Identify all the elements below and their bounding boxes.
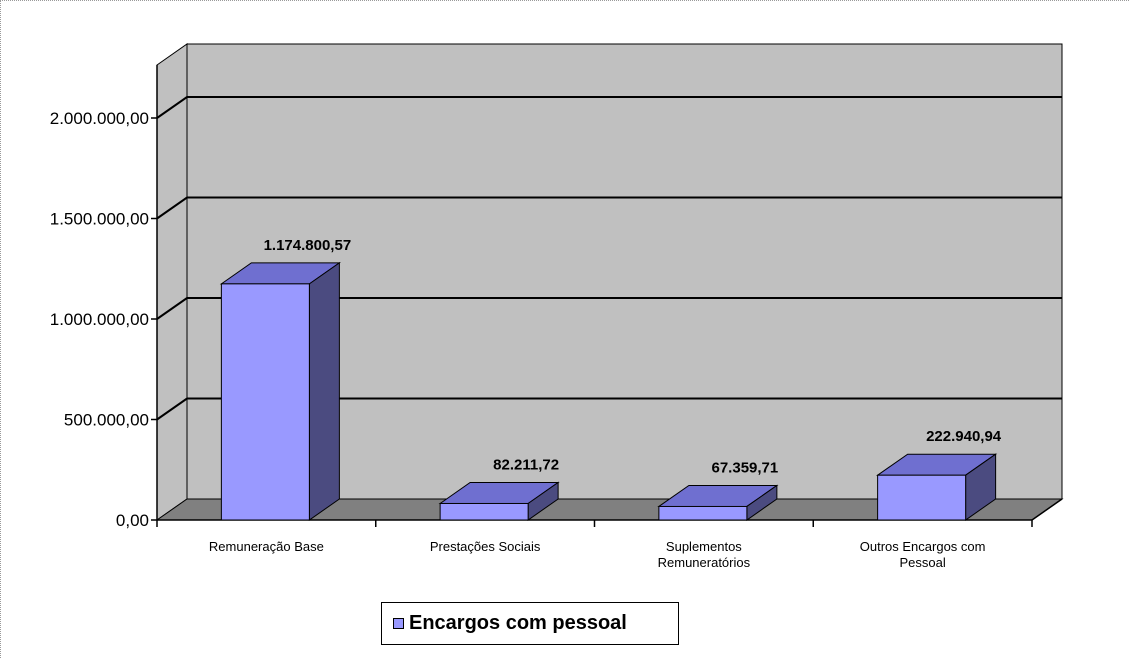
y-tick-label: 1.000.000,00: [50, 310, 149, 329]
bar: [876, 453, 998, 521]
bar-side: [308, 261, 340, 521]
legend-label: Encargos com pessoal: [409, 612, 627, 634]
category-label: Pessoal: [900, 555, 946, 570]
legend-swatch: [393, 618, 404, 629]
category-label: Outros Encargos com: [860, 539, 986, 554]
bar-front: [877, 474, 967, 521]
data-labels: 1.174.800,57 82.211,72 67.359,71 222.940,94: [264, 237, 1002, 477]
y-tick-label: 1.500.000,00: [50, 210, 149, 229]
gridline: [156, 96, 1062, 119]
chart-walls: [156, 43, 1063, 521]
y-tick-label: 0,00: [116, 511, 149, 530]
bar-front: [658, 505, 748, 521]
category-label: Remuneratórios: [658, 555, 751, 570]
data-label: 67.359,71: [712, 459, 779, 476]
y-axis-tick-labels: 0,00 500.000,00 1.000.000,00 1.500.000,00 2.…: [50, 109, 149, 530]
bars: [219, 261, 998, 521]
x-axis-category-labels: Remuneração Base Prestações Sociais Suplem…: [209, 539, 986, 570]
bar: [657, 484, 779, 521]
gridlines: [156, 96, 1062, 421]
floor-edge-line: [1031, 498, 1063, 521]
gridline: [156, 297, 1062, 320]
gridline: [156, 397, 1062, 421]
legend: Encargos com pessoal: [381, 602, 679, 645]
category-label: Suplementos: [666, 539, 742, 554]
data-label: 1.174.800,57: [264, 237, 352, 254]
bar: [219, 261, 341, 521]
bar-front: [220, 283, 310, 521]
bar-front: [439, 502, 529, 521]
data-label: 222.940,94: [926, 428, 1002, 445]
bar: [438, 481, 560, 521]
data-label: 82.211,72: [493, 456, 559, 473]
category-label: Remuneração Base: [209, 539, 324, 554]
gridline: [156, 196, 1062, 220]
y-tick-label: 2.000.000,00: [50, 109, 149, 128]
category-label: Prestações Sociais: [430, 539, 541, 554]
y-tick-label: 500.000,00: [64, 411, 149, 430]
